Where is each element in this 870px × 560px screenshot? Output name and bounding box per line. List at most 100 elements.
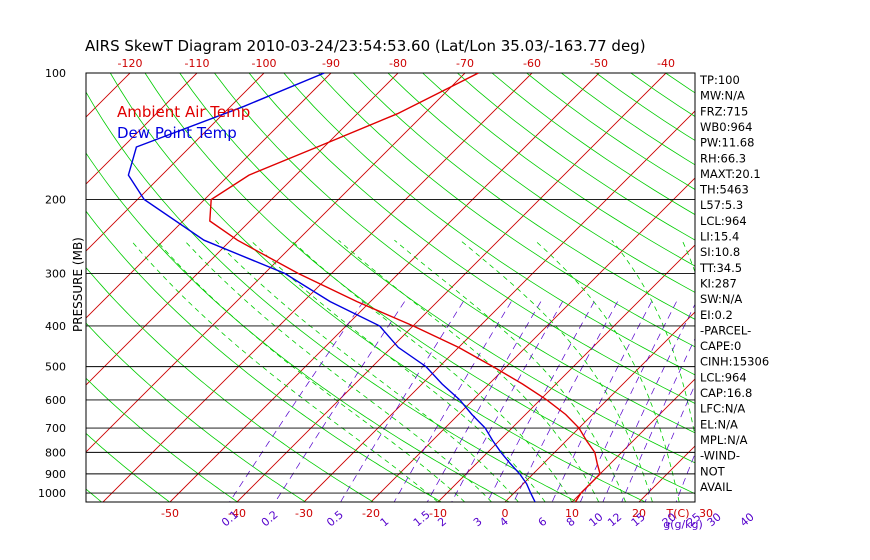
- mixing-ratio-line: [340, 301, 464, 502]
- bottom-temperature-labels: -50 -40 -30 -20 -10 0 10 20 30 T(C)g(g/kg): [161, 507, 713, 531]
- bottom-temp-label: 0: [502, 507, 509, 520]
- moist-adiabat-line: [611, 239, 695, 438]
- index-item: MPL:N/A: [700, 433, 748, 447]
- dry-adiabat-line: [214, 73, 695, 434]
- profile-series: [127, 73, 601, 502]
- isotherm-line: [86, 73, 332, 319]
- isotherm-line: [169, 73, 600, 502]
- top-temp-label: -50: [590, 57, 608, 70]
- pressure-tick-label: 600: [45, 394, 66, 407]
- index-item: SI:10.8: [700, 245, 740, 259]
- mixing-ratio-label: 6: [536, 515, 550, 529]
- index-item: FRZ:715: [700, 104, 748, 118]
- index-item: LI:15.4: [700, 230, 739, 244]
- moist-adiabat-line: [459, 239, 653, 502]
- pressure-tick-label: 700: [45, 422, 66, 435]
- mixing-ratio-line: [393, 301, 512, 502]
- mixing-ratio-label: 1: [378, 515, 392, 529]
- index-item: MW:N/A: [700, 89, 745, 103]
- index-item: TP:100: [699, 73, 740, 87]
- legend: Ambient Air Temp Dew Point Temp: [117, 103, 250, 142]
- index-item: EI:0.2: [700, 308, 733, 322]
- moist-adiabat-line: [130, 239, 439, 502]
- moist-adiabat-line: [534, 239, 680, 502]
- moist-adiabat-line: [214, 239, 519, 502]
- dry-adiabat-line: [144, 73, 695, 495]
- mixing-ratio-label: 0.5: [324, 508, 346, 529]
- top-temp-label: -110: [185, 57, 210, 70]
- mixing-ratio-label: 12: [605, 510, 624, 529]
- isotherm-line: [0, 73, 63, 502]
- index-item: EL:N/A: [700, 417, 738, 431]
- index-item: LCL:964: [700, 214, 747, 228]
- index-item: KI:287: [700, 276, 737, 290]
- isotherm-line: [571, 378, 695, 502]
- mixing-ratio-line: [754, 302, 829, 502]
- mixing-ratio-label: 10: [586, 510, 605, 529]
- mixing-ratio-line: [621, 337, 695, 502]
- index-item: LCL:964: [700, 370, 747, 384]
- index-item: SW:N/A: [700, 292, 742, 306]
- pressure-tick-label: 300: [45, 267, 66, 280]
- isotherm-line: [102, 73, 533, 502]
- moist-adiabat-line: [290, 239, 573, 502]
- mixing-ratio-line: [675, 452, 695, 502]
- mixing-ratio-line: [579, 301, 677, 502]
- dewpoint-profile-line: [127, 73, 536, 502]
- mixing-ratio-unit-label: g(g/kg): [663, 518, 703, 531]
- dry-adiabat-line: [526, 73, 695, 190]
- dry-adiabat-line: [283, 73, 695, 376]
- mixing-ratio-line: [602, 303, 695, 502]
- dry-adiabat-line: [804, 73, 870, 502]
- isotherm-line: [840, 73, 870, 502]
- mixing-ratio-label: 40: [738, 510, 757, 529]
- moist-adiabat-line: [338, 239, 600, 502]
- dry-adiabat-line: [86, 91, 578, 502]
- bottom-temp-label: -10: [429, 507, 447, 520]
- plot-grid: [0, 73, 870, 502]
- top-temp-label: -80: [389, 57, 407, 70]
- index-item: -WIND-: [700, 449, 740, 463]
- dry-adiabat-line: [352, 73, 695, 320]
- pressure-tick-labels: 100 200 300 400 500 600 700 800 900 1000: [38, 67, 66, 500]
- isotherm-line: [236, 73, 667, 502]
- isotherm-line: [437, 244, 695, 502]
- top-temp-label: -60: [523, 57, 541, 70]
- index-item: PW:11.68: [700, 136, 754, 150]
- bottom-temp-label: 20: [632, 507, 646, 520]
- top-temp-label: -120: [118, 57, 143, 70]
- y-axis-label: PRESSURE (MB): [71, 237, 85, 332]
- index-item: TH:5463: [699, 183, 749, 197]
- index-item: CAPE:0: [700, 339, 741, 353]
- dry-adiabat-line: [86, 152, 510, 502]
- mixing-ratio-label: 0.2: [259, 508, 281, 529]
- pressure-tick-label: 800: [45, 446, 66, 459]
- isotherm-line: [303, 110, 695, 502]
- temperature-profile-line: [209, 73, 601, 502]
- index-item: MAXT:20.1: [700, 167, 761, 181]
- pressure-lines: [86, 199, 695, 494]
- moist-adiabat-line: [183, 239, 492, 502]
- mixing-ratio-labels: 0.1 0.2 0.5 1 1.5 2 3 4 6 8 10 12 15 20 25 30 40: [219, 508, 757, 529]
- dry-adiabat-line: [770, 73, 870, 502]
- dry-adiabat-line: [491, 73, 695, 216]
- dry-adiabat-line: [318, 73, 695, 348]
- bottom-temp-label: 30: [699, 507, 713, 520]
- index-item: LFC:N/A: [700, 402, 745, 416]
- dry-adiabat-line: [86, 267, 374, 502]
- index-item: WB0:964: [700, 120, 752, 134]
- isotherm-line: [86, 73, 265, 252]
- legend-dewpoint: Dew Point Temp: [117, 124, 237, 142]
- top-temperature-labels: -120 -110 -100 -90 -80 -70 -60 -50 -40: [118, 57, 675, 70]
- dry-adiabat-line: [457, 73, 695, 241]
- bottom-temp-label: 10: [565, 507, 579, 520]
- isotherm-line: [504, 311, 695, 502]
- index-item: -PARCEL-: [700, 323, 751, 337]
- dry-adiabat-line: [109, 73, 646, 502]
- index-item: RH:66.3: [700, 151, 746, 165]
- isotherm-line: [638, 445, 695, 502]
- isotherm-line: [773, 73, 870, 502]
